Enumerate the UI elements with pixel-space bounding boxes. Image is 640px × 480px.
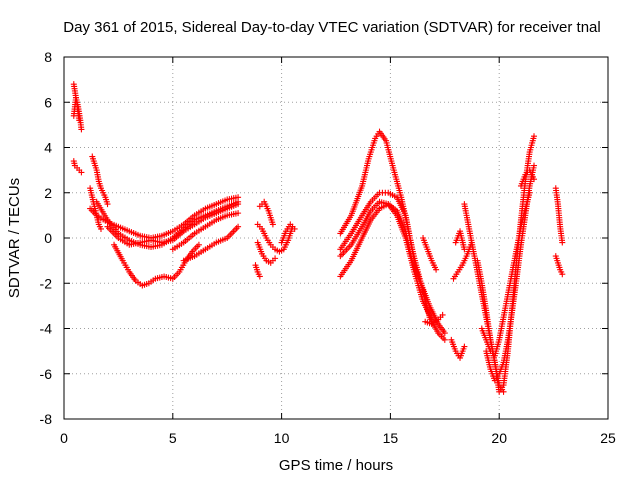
series-tr30 [517, 167, 538, 189]
data-point [441, 336, 448, 343]
x-tick-labels: 0 5 10 15 20 25 [60, 430, 616, 446]
data-point [235, 201, 242, 208]
series-tr2 [70, 94, 83, 124]
x-axis-label: GPS time / hours [279, 457, 393, 474]
data-point [78, 169, 85, 176]
data-point [97, 225, 104, 232]
y-tick-labels: -8 -6 -4 -2 0 2 4 6 8 [40, 49, 53, 427]
x-tick-label: 15 [383, 430, 399, 446]
data-point [291, 225, 298, 232]
data-points [70, 81, 566, 395]
series-tr13 [254, 239, 279, 266]
y-tick-label: 6 [44, 94, 52, 110]
series-tr22 [420, 235, 440, 273]
data-point [531, 176, 538, 183]
x-tick-label: 10 [274, 430, 290, 446]
series-tr29 [478, 189, 533, 359]
data-point [559, 239, 566, 246]
data-point [235, 223, 242, 230]
data-point [531, 162, 538, 169]
series-tr21 [422, 311, 446, 327]
data-point [439, 311, 446, 318]
x-tick-label: 5 [169, 430, 177, 446]
data-point [433, 266, 440, 273]
y-axis-label: SDTVAR / TECUs [6, 178, 23, 298]
series-tr23 [448, 336, 468, 361]
data-point [526, 189, 533, 196]
chart-title: Day 361 of 2015, Sidereal Day-to-day VTE… [63, 19, 600, 36]
series-tr31 [552, 185, 566, 246]
y-tick-label: 4 [44, 140, 52, 156]
y-tick-label: -4 [40, 321, 53, 337]
data-point [256, 273, 263, 280]
y-tick-label: 2 [44, 185, 52, 201]
data-point [76, 117, 83, 124]
data-point [195, 241, 202, 248]
series-tr32 [552, 253, 566, 278]
data-point [269, 221, 276, 228]
series-tr16 [278, 221, 298, 246]
series-tr8 [104, 201, 242, 248]
x-tick-label: 20 [491, 430, 507, 446]
data-point [461, 343, 468, 350]
data-point [441, 330, 448, 337]
x-tick-label: 0 [60, 430, 68, 446]
data-point [559, 271, 566, 278]
y-tick-label: -8 [40, 411, 53, 427]
y-tick-label: -6 [40, 366, 53, 382]
y-tick-label: 8 [44, 49, 52, 65]
data-point [78, 126, 85, 133]
series-tr9 [111, 241, 202, 289]
series-tr4 [89, 153, 111, 208]
data-point [104, 201, 111, 208]
data-point [531, 133, 538, 140]
y-tick-label: 0 [44, 230, 52, 246]
data-point [272, 255, 279, 262]
series-tr3 [70, 158, 85, 176]
x-tick-label: 25 [600, 430, 616, 446]
y-tick-label: -2 [40, 275, 53, 291]
series-tr11 [169, 210, 242, 253]
data-point [235, 210, 242, 217]
series-tr25 [452, 228, 468, 253]
series-tr10 [180, 223, 242, 264]
series-tr15 [252, 262, 263, 280]
series-tr14 [256, 198, 276, 228]
axis-ticks [63, 56, 609, 420]
data-point [461, 246, 468, 253]
